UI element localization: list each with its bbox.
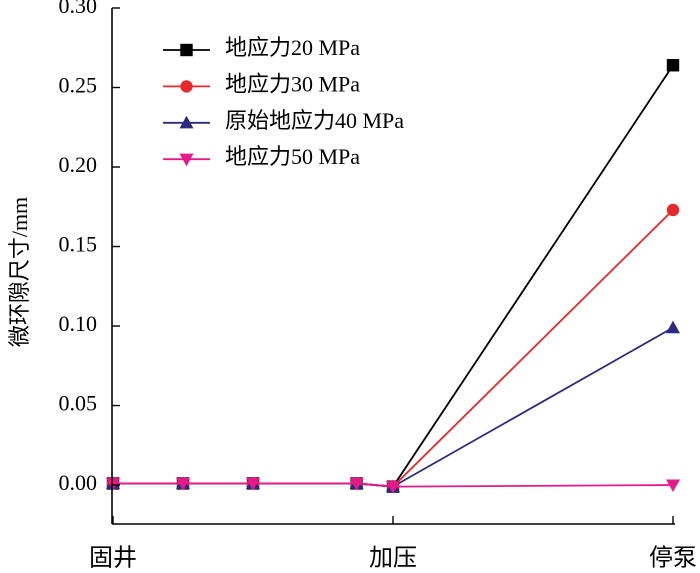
legend-label: 地应力20 MPa	[225, 35, 360, 60]
series-2	[106, 203, 680, 493]
data-point	[176, 477, 190, 491]
data-point	[666, 203, 680, 217]
data-point	[666, 59, 680, 72]
data-point	[386, 481, 400, 494]
legend-item: 原始地应力40 MPa	[163, 108, 404, 133]
y-axis-title: 微环隙尺寸/mm	[7, 197, 32, 347]
series-line	[113, 482, 674, 488]
legend-item: 地应力30 MPa	[163, 71, 360, 96]
y-ticks: 0.00 0.05 0.10 0.15 0.20 0.25 0.30	[59, 0, 120, 495]
data-point	[106, 477, 120, 491]
legend-label: 原始地应力40 MPa	[225, 108, 404, 133]
series-3	[106, 320, 680, 493]
legend-marker	[179, 115, 194, 129]
y-tick-label: 0.10	[59, 311, 98, 336]
legend-label: 地应力50 MPa	[225, 144, 360, 169]
data-point	[666, 320, 680, 334]
series-line	[113, 326, 674, 488]
y-tick-label: 0.00	[59, 470, 98, 495]
legend-marker	[180, 80, 193, 93]
legend-item: 地应力50 MPa	[163, 144, 360, 169]
series-line	[113, 209, 674, 488]
legend-label: 地应力30 MPa	[225, 71, 360, 96]
y-tick-label: 0.20	[59, 152, 98, 177]
y-tick-label: 0.30	[59, 0, 98, 18]
x-tick-label: 加压	[369, 545, 417, 572]
legend-marker	[180, 43, 193, 57]
x-ticks: 固井 加压 停泵	[89, 516, 697, 572]
legend-item: 地应力20 MPa	[163, 35, 360, 60]
data-point	[666, 479, 680, 493]
x-tick-label: 停泵	[649, 545, 697, 572]
data-point	[349, 477, 364, 491]
plot-marks	[106, 59, 680, 494]
y-tick-label: 0.05	[59, 391, 98, 416]
y-tick-label: 0.15	[59, 232, 98, 257]
x-tick-label: 固井	[89, 545, 137, 572]
legend-marker	[179, 153, 194, 167]
y-tick-label: 0.25	[59, 73, 98, 98]
series-4	[106, 477, 680, 494]
data-point	[246, 477, 260, 491]
legend: 地应力20 MPa 地应力30 MPa 原始地应力40 MPa 地应力50 MPa	[163, 35, 404, 169]
